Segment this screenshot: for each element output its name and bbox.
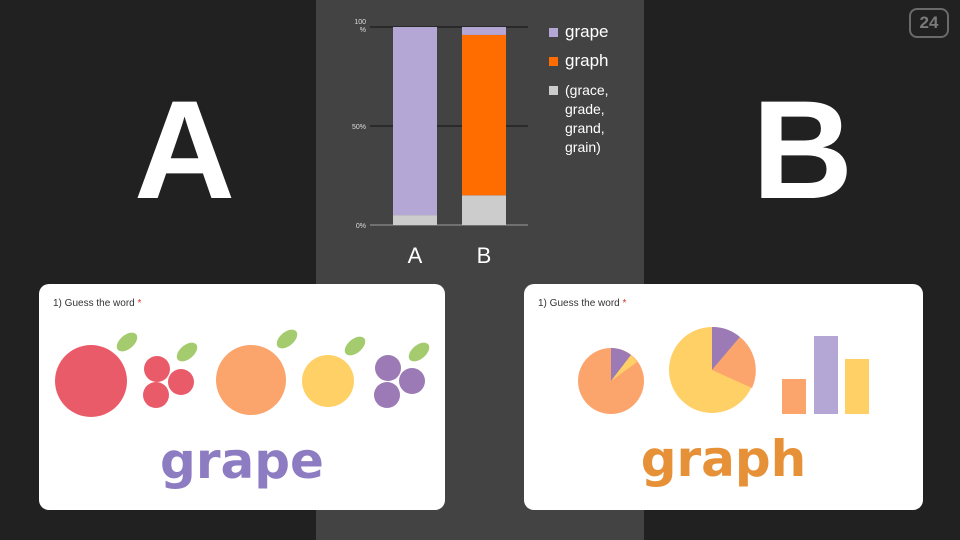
x-tick-label: B	[477, 243, 492, 268]
legend-swatch	[549, 57, 558, 66]
option-b-card: 1) Guess the word *	[524, 284, 923, 510]
y-tick-label: 50%	[352, 124, 366, 131]
slide-number: 24	[909, 8, 949, 38]
bar-segment-b	[462, 195, 506, 225]
bar-chart-icon	[782, 336, 869, 414]
orange-icon	[216, 329, 298, 415]
y-tick-label: 0%	[356, 223, 366, 230]
cherries-icon	[143, 342, 198, 408]
small-pie-chart-icon	[578, 348, 644, 414]
grapes-icon	[374, 342, 430, 408]
option-a-word: grape	[160, 432, 324, 490]
bar-segment-a	[393, 27, 437, 216]
bar-segment-b	[462, 34, 506, 196]
option-a-letter: A	[134, 71, 236, 228]
legend-swatch	[549, 86, 558, 95]
required-mark: *	[137, 298, 142, 309]
option-a-card: 1) Guess the word *	[39, 284, 445, 510]
apple-icon	[55, 332, 138, 417]
question-label: 1) Guess the word *	[53, 298, 141, 309]
y-tick-label: 100%	[354, 19, 366, 34]
legend-label: graph	[565, 51, 608, 70]
chart-illustrations	[578, 326, 869, 414]
x-tick-label: A	[408, 243, 423, 268]
option-b-word: graph	[640, 430, 807, 488]
required-mark: *	[622, 298, 627, 309]
legend-label: grape	[565, 22, 608, 41]
bar-segment-a	[393, 215, 437, 225]
legend-swatch	[549, 28, 558, 37]
question-label: 1) Guess the word *	[538, 298, 626, 309]
fruit-illustrations	[55, 329, 430, 417]
legend-label: (grace, grade, grand, grain)	[565, 82, 609, 155]
stacked-bar-chart: 0% 50% 100 % A B grape graph (grace, grade, grand…	[352, 19, 609, 268]
question-text: 1) Guess the word	[538, 298, 620, 309]
lemon-icon	[302, 336, 366, 407]
bar-segment-b	[462, 27, 506, 35]
large-pie-chart-icon	[669, 326, 756, 413]
option-b-letter: B	[752, 71, 854, 228]
question-text: 1) Guess the word	[53, 298, 135, 309]
